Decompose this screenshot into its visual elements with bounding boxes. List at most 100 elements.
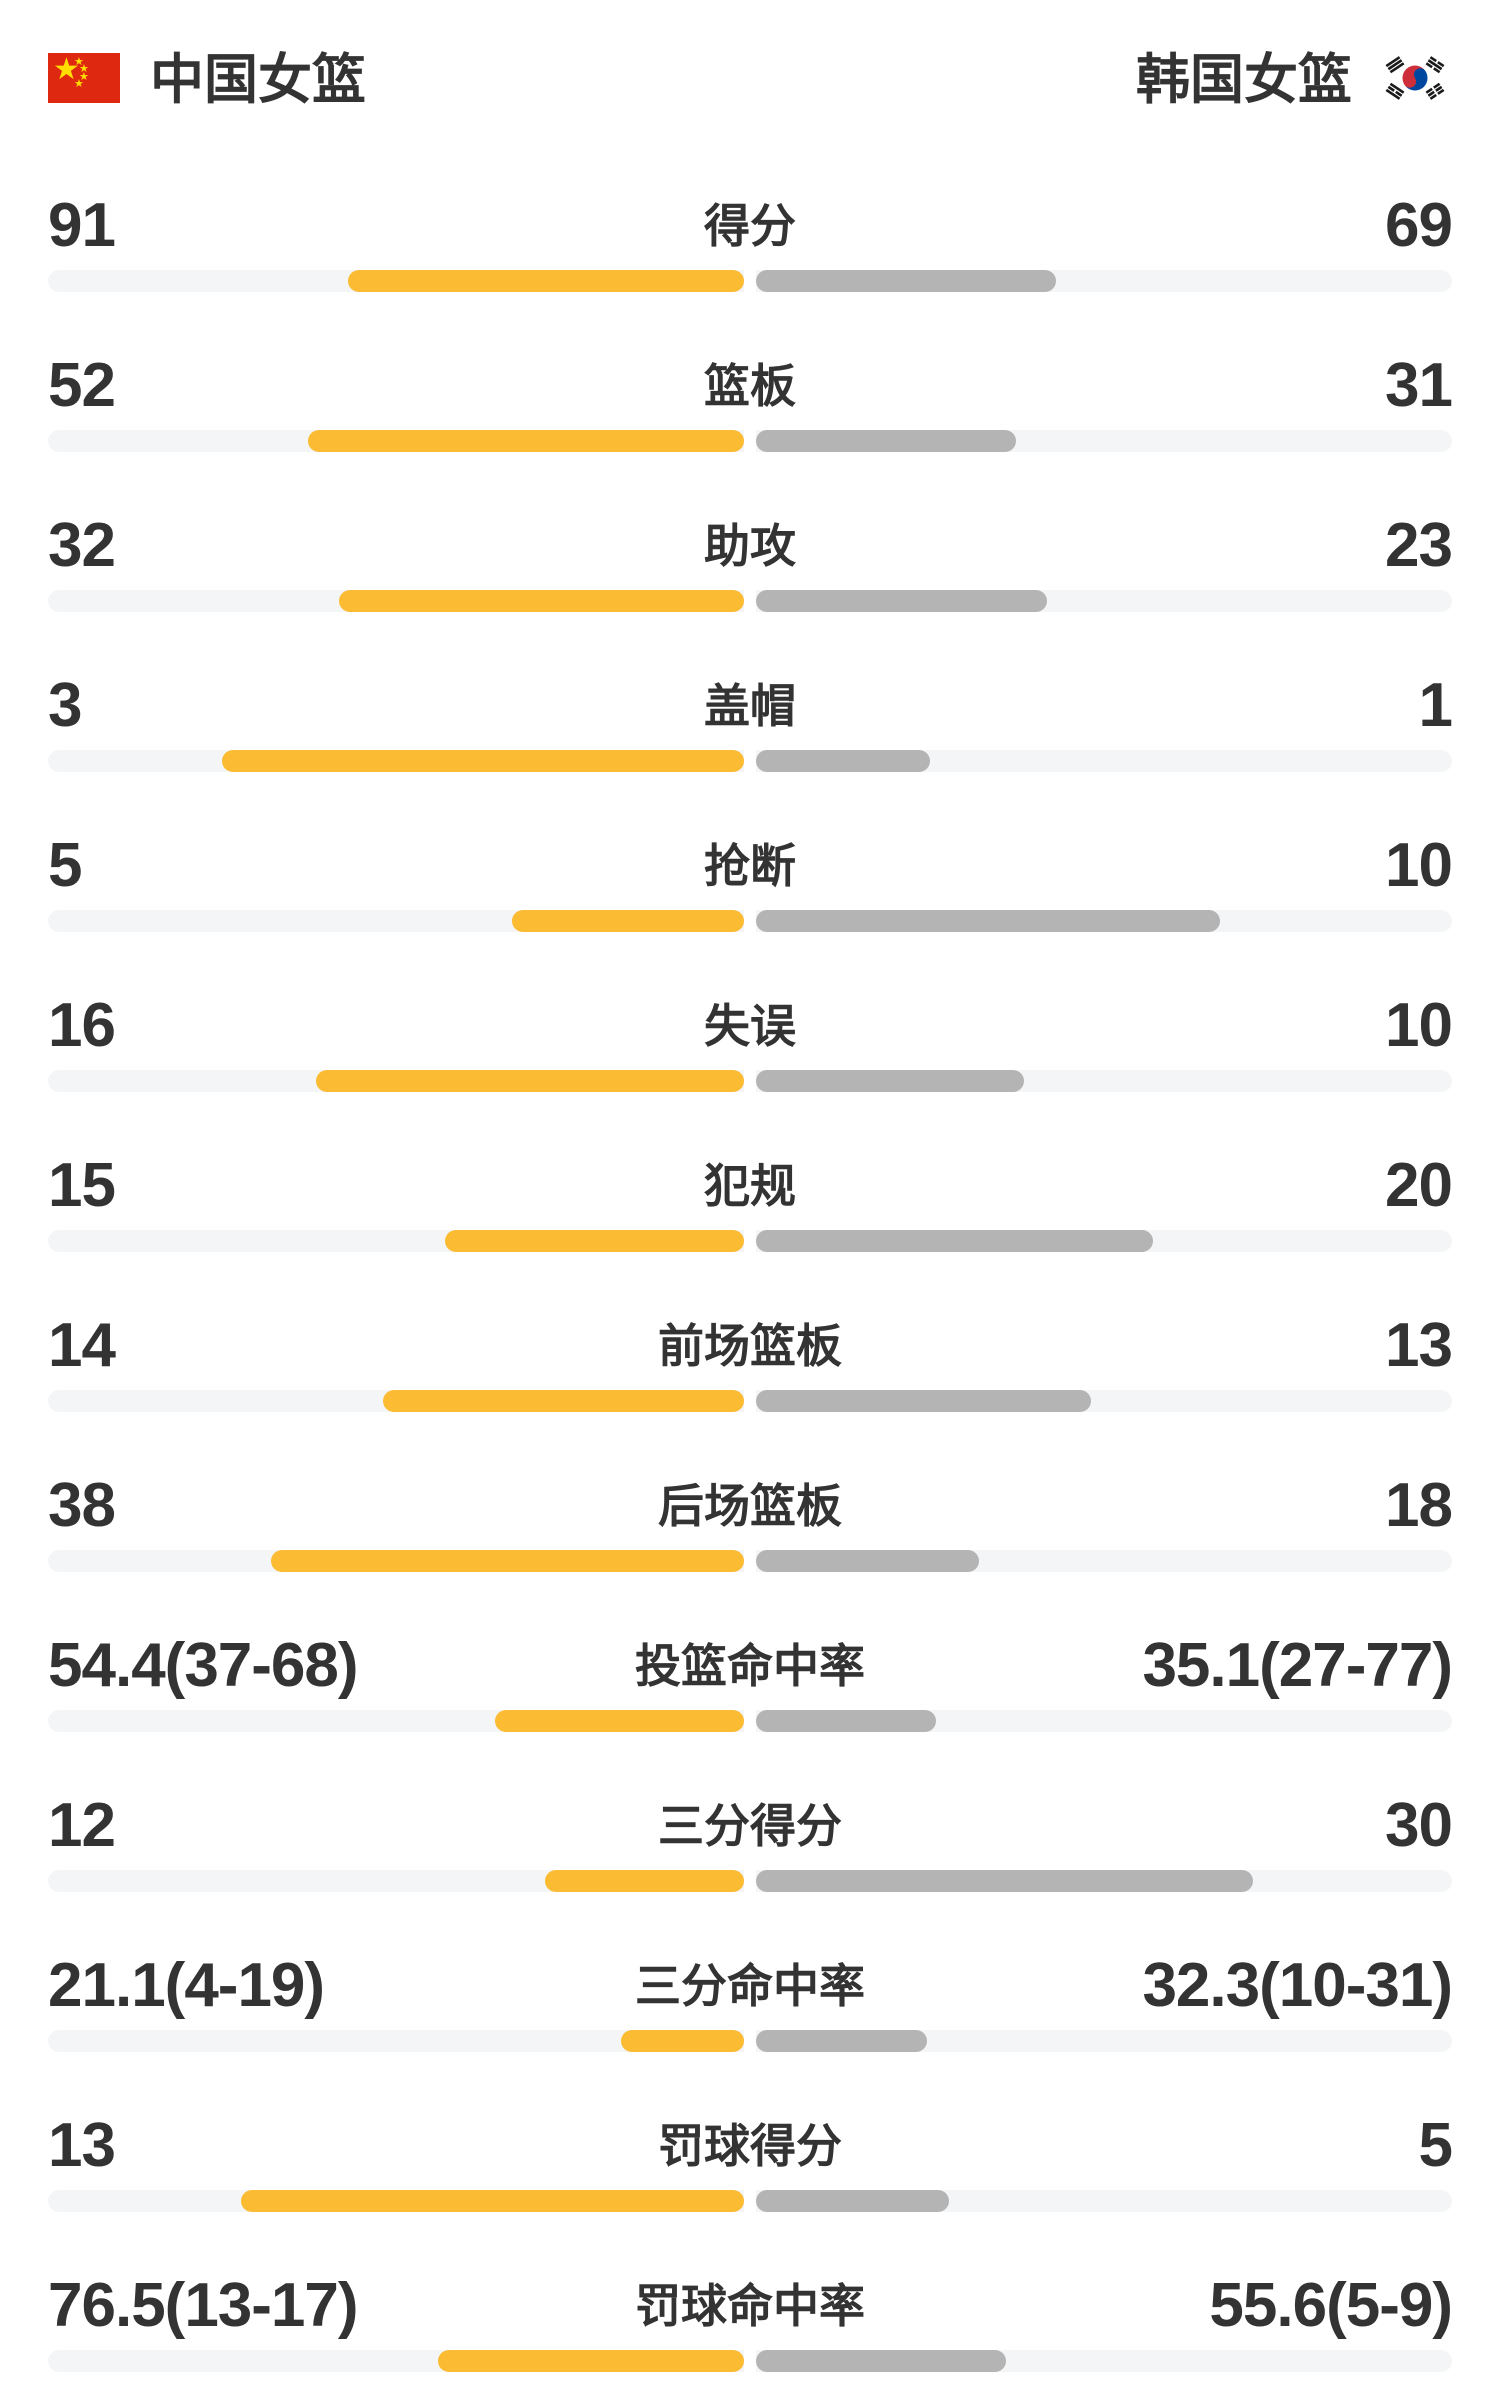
stat-label: 三分得分: [658, 1800, 842, 1852]
home-bar: [383, 1390, 744, 1412]
svg-text:★: ★: [79, 70, 89, 83]
bar-center-divider: [744, 1869, 756, 1893]
comparison-bar-track: [48, 1709, 1452, 1733]
home-value: 15: [48, 1151, 116, 1220]
stat-row: 38 后场篮板 18: [48, 1470, 1453, 1573]
svg-text:★: ★: [53, 53, 80, 87]
stat-row: 52 篮板 31: [48, 350, 1453, 453]
stat-label: 抢断: [704, 840, 796, 892]
home-bar: [545, 1870, 744, 1892]
away-value: 10: [1385, 831, 1453, 900]
stat-row: 14 前场篮板 13: [48, 1310, 1453, 1413]
stat-values-line: 12 三分得分 30: [48, 1790, 1453, 1862]
stat-values-line: 3 盖帽 1: [48, 670, 1453, 742]
bar-center-divider: [744, 1389, 756, 1413]
away-bar: [756, 2030, 927, 2052]
away-bar: [756, 2350, 1006, 2372]
away-value: 31: [1385, 351, 1453, 420]
home-bar: [438, 2350, 744, 2372]
stat-values-line: 14 前场篮板 13: [48, 1310, 1453, 1382]
away-bar: [756, 1390, 1091, 1412]
bar-center-divider: [744, 589, 756, 613]
home-bar: [512, 910, 744, 932]
away-bar: [756, 430, 1016, 452]
comparison-bar-track: [48, 2029, 1452, 2053]
away-value: 10: [1385, 991, 1453, 1060]
stat-label: 失误: [704, 1000, 796, 1052]
away-bar: [756, 1550, 979, 1572]
stat-values-line: 38 后场篮板 18: [48, 1470, 1453, 1542]
comparison-bar-track: [48, 1869, 1452, 1893]
away-bar: [756, 2190, 949, 2212]
comparison-bar-track: [48, 1389, 1452, 1413]
stat-row: 15 犯规 20: [48, 1150, 1453, 1253]
home-bar: [445, 1230, 744, 1252]
home-value: 13: [48, 2111, 116, 2180]
home-value: 12: [48, 1791, 116, 1860]
home-bar: [339, 590, 744, 612]
away-value: 35.1(27-77): [1142, 1631, 1453, 1700]
stats-list: 91 得分 69 52 篮板 31 32 助攻 23: [0, 190, 1500, 2373]
comparison-bar-track: [48, 269, 1452, 293]
stat-values-line: 91 得分 69: [48, 190, 1453, 262]
south-korea-flag-icon: [1378, 52, 1452, 108]
stat-values-line: 54.4(37-68) 投篮命中率 35.1(27-77): [48, 1630, 1453, 1702]
stat-row: 91 得分 69: [48, 190, 1453, 293]
bar-center-divider: [744, 1709, 756, 1733]
away-value: 30: [1385, 1791, 1453, 1860]
stat-values-line: 32 助攻 23: [48, 510, 1453, 582]
match-header: ★ ★ ★ ★ ★ 中国女篮 韩国女篮: [0, 0, 1500, 110]
home-value: 16: [48, 991, 116, 1060]
away-bar: [756, 1230, 1153, 1252]
away-value: 1: [1418, 671, 1453, 740]
home-value: 76.5(13-17): [48, 2271, 359, 2340]
home-bar: [316, 1070, 744, 1092]
comparison-bar-track: [48, 1229, 1452, 1253]
comparison-bar-track: [48, 429, 1452, 453]
away-bar: [756, 1870, 1253, 1892]
away-value: 32.3(10-31): [1142, 1951, 1453, 2020]
stat-values-line: 76.5(13-17) 罚球命中率 55.6(5-9): [48, 2270, 1453, 2342]
stat-label: 盖帽: [704, 680, 796, 732]
stat-label: 罚球命中率: [635, 2280, 865, 2332]
stat-values-line: 15 犯规 20: [48, 1150, 1453, 1222]
stat-row: 32 助攻 23: [48, 510, 1453, 613]
away-value: 55.6(5-9): [1209, 2271, 1453, 2340]
stat-label: 三分命中率: [635, 1960, 865, 2012]
away-bar: [756, 1070, 1024, 1092]
stat-row: 13 罚球得分 5: [48, 2110, 1453, 2213]
comparison-bar-track: [48, 909, 1452, 933]
stat-label: 篮板: [704, 360, 796, 412]
comparison-bar-track: [48, 2349, 1452, 2373]
home-value: 32: [48, 511, 116, 580]
home-value: 14: [48, 1311, 116, 1380]
svg-text:★: ★: [74, 55, 84, 68]
svg-text:★: ★: [79, 62, 89, 75]
home-team-name: 中国女篮: [150, 50, 366, 110]
stat-label: 得分: [704, 200, 796, 252]
stat-row: 5 抢断 10: [48, 830, 1453, 933]
home-value: 5: [48, 831, 82, 900]
bar-center-divider: [744, 2029, 756, 2053]
away-value: 69: [1385, 191, 1453, 260]
stat-label: 前场篮板: [658, 1320, 842, 1372]
stat-row: 12 三分得分 30: [48, 1790, 1453, 1893]
home-value: 21.1(4-19): [48, 1951, 325, 2020]
bar-center-divider: [744, 2189, 756, 2213]
home-bar: [308, 430, 744, 452]
stat-row: 21.1(4-19) 三分命中率 32.3(10-31): [48, 1950, 1453, 2053]
stat-values-line: 52 篮板 31: [48, 350, 1453, 422]
away-bar: [756, 1710, 936, 1732]
home-value: 38: [48, 1471, 116, 1540]
away-value: 23: [1385, 511, 1453, 580]
home-value: 54.4(37-68): [48, 1631, 359, 1700]
away-bar: [756, 270, 1056, 292]
away-bar: [756, 750, 930, 772]
stat-row: 16 失误 10: [48, 990, 1453, 1093]
stat-label: 后场篮板: [658, 1480, 842, 1532]
bar-center-divider: [744, 749, 756, 773]
home-bar: [621, 2030, 744, 2052]
stat-values-line: 5 抢断 10: [48, 830, 1453, 902]
bar-center-divider: [744, 1229, 756, 1253]
home-bar: [495, 1710, 744, 1732]
